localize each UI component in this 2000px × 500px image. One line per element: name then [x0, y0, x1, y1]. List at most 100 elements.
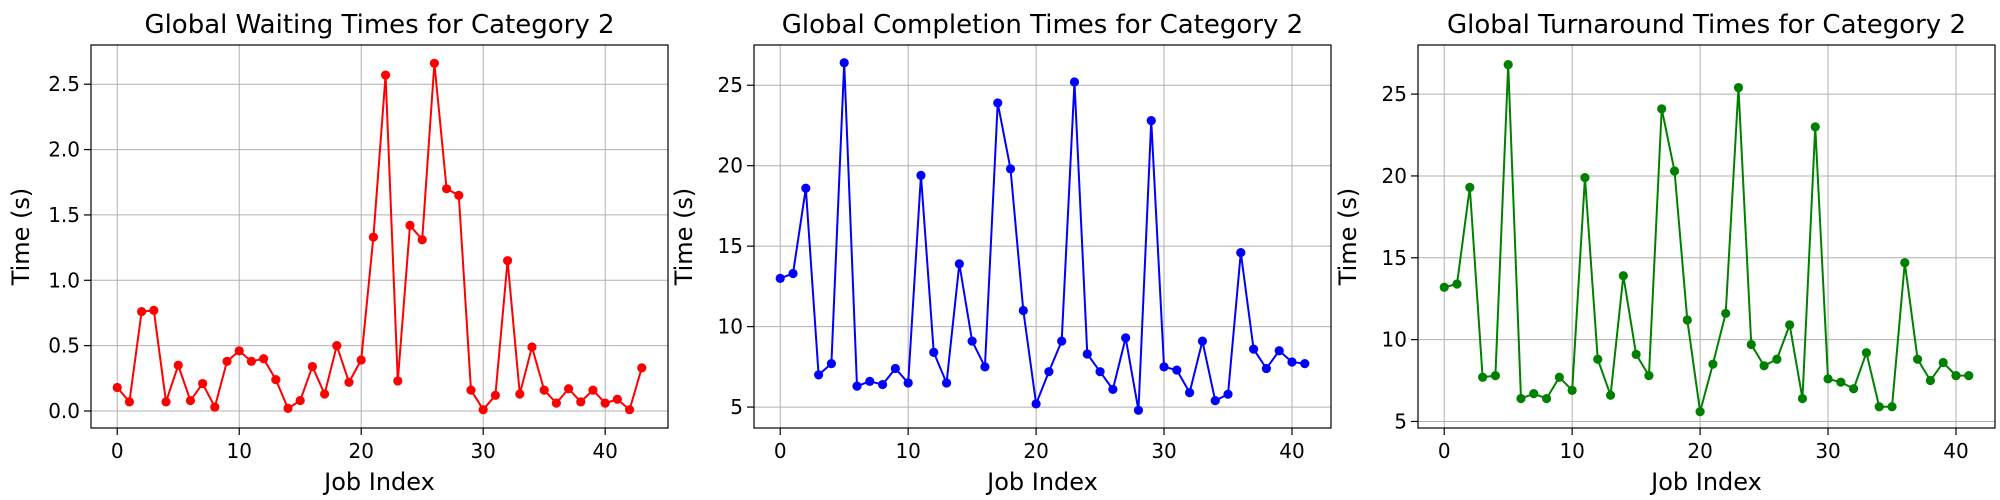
data-point — [1159, 362, 1169, 372]
data-point — [1082, 349, 1092, 359]
data-point — [1146, 116, 1156, 126]
x-axis-label: Job Index — [985, 468, 1098, 496]
data-point — [112, 382, 122, 393]
x-tick-label: 40 — [1943, 439, 1968, 463]
data-point — [344, 377, 354, 387]
data-point — [1964, 371, 1974, 381]
data-point — [1287, 357, 1297, 367]
turnaround-times-chart: Global Turnaround Times for Category 2 J… — [1334, 10, 1996, 496]
data-point — [1490, 371, 1500, 381]
x-tick-label: 30 — [1151, 439, 1176, 463]
data-point — [539, 385, 549, 395]
data-point — [1631, 349, 1641, 359]
x-tick-label: 20 — [1687, 439, 1712, 463]
chart-title: Global Waiting Times for Category 2 — [144, 10, 614, 40]
data-point — [393, 376, 403, 386]
data-point — [1797, 393, 1808, 404]
data-point — [1478, 372, 1488, 382]
data-point — [576, 397, 586, 407]
data-point — [1095, 367, 1105, 377]
data-point — [1938, 357, 1948, 368]
data-point — [1005, 164, 1016, 174]
data-point — [1733, 82, 1744, 93]
data-point — [454, 190, 464, 200]
x-tick-label: 20 — [1023, 439, 1048, 463]
data-point — [877, 379, 888, 390]
data-point — [271, 375, 281, 385]
y-tick-label: 2.0 — [48, 138, 80, 162]
data-point — [429, 58, 439, 68]
y-tick-label: 20 — [1382, 164, 1407, 188]
data-point — [246, 356, 257, 366]
y-tick-label: 15 — [1382, 246, 1407, 270]
data-point — [1503, 60, 1513, 70]
data-point — [814, 370, 824, 380]
data-point — [234, 346, 244, 356]
data-point — [368, 232, 378, 242]
y-tick-label: 0.0 — [48, 399, 80, 423]
data-point — [624, 405, 635, 415]
data-point — [1593, 354, 1603, 364]
data-point — [1541, 393, 1552, 404]
data-point — [916, 170, 926, 180]
y-tick-label: 10 — [1382, 328, 1407, 352]
data-point — [1669, 166, 1680, 176]
data-point — [185, 395, 196, 406]
data-point — [1197, 336, 1208, 346]
data-point — [1210, 396, 1220, 406]
x-tick-label: 30 — [470, 439, 495, 463]
data-point — [1580, 172, 1590, 183]
data-point — [775, 273, 785, 283]
data-point — [993, 98, 1003, 108]
data-point — [405, 220, 415, 230]
grid — [1418, 45, 1995, 428]
data-point — [1925, 375, 1935, 386]
x-axis-label: Job Index — [1649, 468, 1762, 496]
data-point — [1529, 389, 1539, 399]
data-point — [1887, 402, 1897, 412]
data-point — [137, 307, 147, 317]
data-point — [1746, 339, 1756, 350]
y-tick-label: 2.5 — [48, 72, 80, 96]
data-point — [954, 259, 964, 269]
y-tick-label: 25 — [718, 73, 743, 97]
series-line — [779, 61, 1305, 412]
completion-times-chart: Global Completion Times for Category 2 J… — [670, 10, 1332, 496]
data-point — [173, 360, 183, 370]
data-point — [1849, 384, 1859, 394]
data-point — [1300, 359, 1310, 369]
data-point — [1644, 371, 1654, 381]
data-point — [826, 359, 837, 369]
data-point — [1772, 354, 1782, 364]
data-point — [1951, 371, 1961, 381]
data-point — [612, 394, 622, 404]
data-point — [551, 398, 561, 408]
x-tick-label: 10 — [1559, 439, 1584, 463]
data-point — [198, 378, 208, 389]
data-point — [381, 70, 391, 80]
data-point — [1785, 320, 1795, 330]
data-point — [1249, 344, 1259, 354]
data-point — [502, 256, 513, 266]
x-tick-label: 30 — [1815, 439, 1840, 463]
data-point — [1465, 182, 1475, 192]
data-point — [527, 342, 537, 352]
data-point — [1682, 315, 1692, 325]
data-point — [307, 361, 318, 372]
y-tick-label: 5 — [730, 395, 743, 419]
data-point — [295, 395, 305, 406]
data-point — [283, 403, 293, 413]
data-point — [929, 347, 939, 357]
data-point — [801, 183, 811, 193]
y-tick-label: 25 — [1382, 82, 1407, 106]
plot-frame — [753, 44, 1332, 429]
data-point — [259, 354, 269, 364]
data-point — [980, 362, 990, 372]
data-point — [1439, 282, 1449, 292]
y-axis-label: Time (s) — [670, 188, 698, 287]
data-point — [1031, 399, 1041, 409]
chart-title: Global Completion Times for Category 2 — [782, 10, 1303, 40]
data-point — [1861, 348, 1872, 358]
y-tick-label: 1.0 — [48, 268, 80, 292]
